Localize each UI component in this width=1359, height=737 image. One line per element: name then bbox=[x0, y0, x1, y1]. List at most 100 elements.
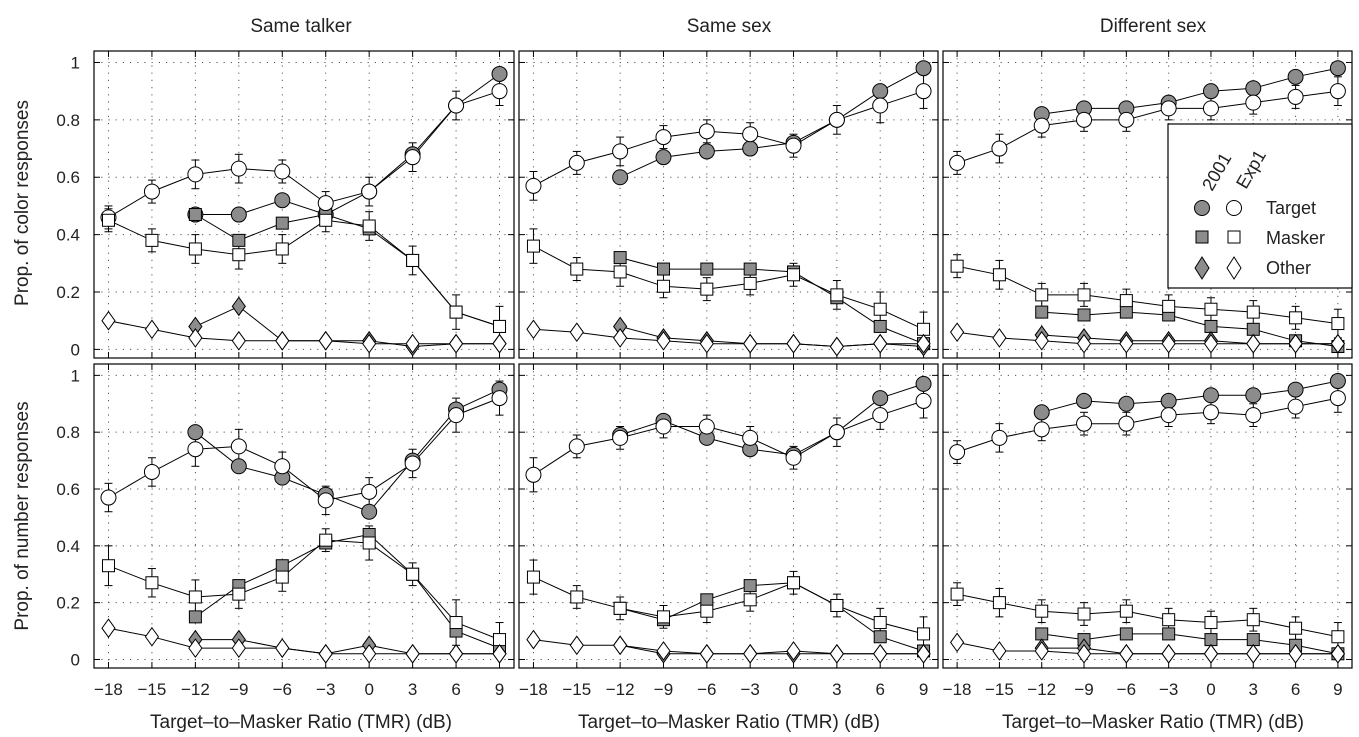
panel-frame bbox=[942, 363, 1353, 669]
panel-frame bbox=[518, 50, 939, 359]
point-2001-masker bbox=[700, 262, 714, 276]
point-exp1-other bbox=[1161, 333, 1176, 354]
point-exp1-masker bbox=[275, 570, 289, 584]
point-exp1-other bbox=[1076, 333, 1092, 354]
point-2001-masker bbox=[700, 593, 714, 607]
point-exp1-target bbox=[230, 160, 247, 177]
point-2001-target bbox=[915, 375, 932, 392]
x-tick-label: 6 bbox=[875, 680, 884, 699]
series-line-exp1-target bbox=[956, 90, 1338, 164]
point-exp1-masker bbox=[570, 590, 584, 604]
point-exp1-other bbox=[144, 626, 160, 647]
point-2001-masker bbox=[188, 610, 202, 624]
point-2001-target bbox=[872, 390, 889, 407]
point-exp1-target bbox=[655, 129, 672, 146]
y-tick-label: 0.6 bbox=[56, 168, 80, 187]
point-exp1-masker bbox=[830, 288, 844, 302]
point-2001-target bbox=[742, 140, 759, 157]
point-exp1-other bbox=[1034, 641, 1049, 661]
x-tick-label: −12 bbox=[1027, 680, 1056, 699]
point-exp1-other bbox=[231, 638, 246, 658]
point-2001-target bbox=[1245, 80, 1262, 97]
point-exp1-target bbox=[742, 126, 759, 143]
point-exp1-other bbox=[448, 333, 464, 354]
x-tick-label: 0 bbox=[364, 680, 373, 699]
point-exp1-other bbox=[1119, 643, 1134, 664]
y-tick-label: 0 bbox=[71, 650, 80, 669]
point-exp1-masker bbox=[656, 279, 670, 293]
point-2001-masker bbox=[743, 579, 757, 593]
point-exp1-target bbox=[404, 149, 421, 166]
point-2001-target bbox=[1076, 392, 1093, 409]
point-exp1-masker bbox=[950, 259, 964, 273]
point-exp1-other bbox=[362, 643, 377, 664]
point-exp1-masker bbox=[656, 610, 670, 624]
point-exp1-other bbox=[1288, 643, 1303, 664]
point-2001-target bbox=[698, 143, 715, 160]
point-2001-masker bbox=[1204, 633, 1218, 647]
x-tick-label: −3 bbox=[316, 680, 335, 699]
point-2001-masker bbox=[1035, 305, 1049, 319]
point-exp1-other bbox=[613, 328, 628, 348]
point-exp1-masker bbox=[188, 590, 202, 604]
point-exp1-masker bbox=[613, 601, 627, 615]
point-exp1-other bbox=[318, 330, 333, 351]
series-line-exp1-target bbox=[533, 90, 924, 187]
x-tick-label: −15 bbox=[138, 680, 167, 699]
legend: 2001 Exp1 Target Masker Other bbox=[1167, 123, 1353, 289]
point-exp1-other bbox=[873, 333, 888, 354]
point-exp1-other bbox=[405, 643, 420, 664]
point-exp1-target bbox=[1076, 111, 1093, 128]
point-exp1-masker bbox=[101, 559, 115, 573]
point-exp1-masker bbox=[1119, 604, 1133, 618]
x-tick-label: 0 bbox=[1206, 680, 1215, 699]
point-2001-target bbox=[361, 503, 378, 520]
point-2001-masker bbox=[656, 262, 670, 276]
point-exp1-masker bbox=[743, 276, 757, 290]
x-tick-label: −3 bbox=[1159, 680, 1178, 699]
ylabel-number-responses: Prop. of number responses bbox=[12, 401, 33, 630]
point-exp1-other bbox=[188, 638, 203, 658]
x-tick-label: −18 bbox=[94, 680, 123, 699]
panel-frame bbox=[518, 363, 939, 669]
point-exp1-target bbox=[1118, 111, 1135, 128]
point-exp1-masker bbox=[493, 319, 507, 333]
point-exp1-other bbox=[492, 643, 507, 664]
x-tick-label: −12 bbox=[181, 680, 210, 699]
point-exp1-other bbox=[873, 643, 888, 664]
y-tick-label: 0.4 bbox=[56, 226, 80, 245]
point-exp1-target bbox=[1202, 404, 1219, 421]
x-tick-label: −6 bbox=[1117, 680, 1136, 699]
series-line-exp1-masker bbox=[533, 245, 924, 330]
x-tick-label: −12 bbox=[606, 680, 635, 699]
y-tick-label: 0.2 bbox=[56, 594, 80, 613]
point-2001-other bbox=[231, 296, 246, 317]
point-exp1-masker bbox=[319, 213, 333, 227]
point-exp1-masker bbox=[1035, 288, 1049, 302]
point-exp1-masker bbox=[992, 268, 1006, 282]
point-exp1-target bbox=[991, 140, 1008, 157]
point-exp1-other bbox=[275, 638, 290, 658]
series-line-exp1-other bbox=[108, 320, 500, 345]
x-tick-label: 0 bbox=[789, 680, 798, 699]
point-exp1-masker bbox=[1204, 302, 1218, 316]
point-exp1-masker bbox=[1246, 613, 1260, 627]
panel-frame bbox=[93, 50, 515, 359]
point-exp1-target bbox=[612, 429, 629, 446]
legend-label-masker: Masker bbox=[1266, 228, 1325, 248]
point-exp1-other bbox=[188, 328, 203, 348]
x-tick-label: 3 bbox=[1249, 680, 1258, 699]
point-exp1-target bbox=[187, 166, 204, 183]
point-exp1-other bbox=[101, 310, 116, 331]
series-line-exp1-target bbox=[533, 400, 924, 476]
point-exp1-target bbox=[317, 195, 334, 212]
point-exp1-target bbox=[187, 441, 204, 458]
point-exp1-masker bbox=[1162, 299, 1176, 313]
point-exp1-target bbox=[655, 418, 672, 435]
x-tick-label: 9 bbox=[919, 680, 928, 699]
point-exp1-target bbox=[448, 407, 465, 424]
point-exp1-other bbox=[656, 330, 671, 351]
point-exp1-other bbox=[405, 333, 420, 354]
point-exp1-target bbox=[317, 492, 334, 509]
point-2001-target bbox=[1160, 392, 1177, 409]
